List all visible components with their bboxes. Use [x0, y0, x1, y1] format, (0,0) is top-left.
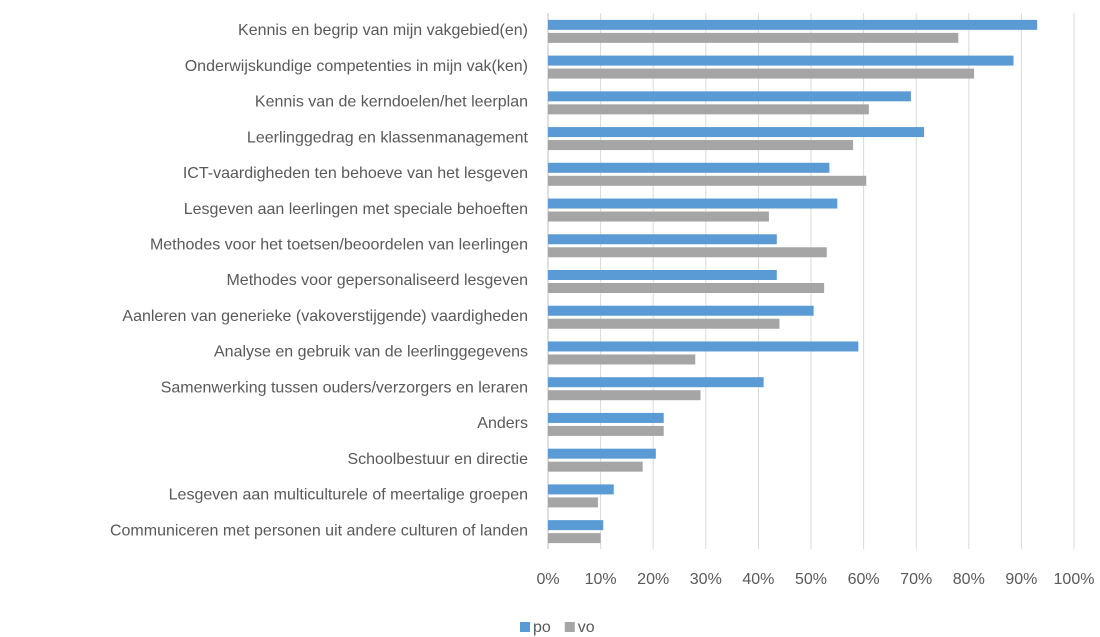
bar — [548, 533, 601, 544]
legend-swatch — [564, 622, 575, 632]
x-tick-label: 70% — [900, 571, 932, 588]
x-tick-label: 20% — [637, 571, 669, 588]
x-tick-label: 40% — [742, 571, 774, 588]
y-tick-label: Analyse en gebruik van de leerlinggegeve… — [214, 344, 528, 361]
bar — [548, 19, 1038, 30]
bar — [548, 341, 859, 352]
bar — [548, 162, 830, 173]
bar — [548, 354, 696, 365]
bar — [548, 390, 701, 401]
bar — [548, 140, 854, 151]
bar — [548, 283, 825, 293]
x-tick-label: 100% — [1054, 571, 1095, 588]
bar — [548, 198, 838, 209]
y-tick-label: Communiceren met personen uit andere cul… — [110, 522, 528, 539]
y-tick-label: Onderwijskundige competenties in mijn va… — [185, 58, 528, 75]
bar — [548, 175, 867, 186]
bar — [548, 497, 598, 508]
x-tick-label: 60% — [848, 571, 880, 588]
x-tick-label: 30% — [690, 571, 722, 588]
legend-swatch — [520, 622, 530, 632]
bar — [548, 247, 827, 258]
y-tick-label: Methodes voor gepersonaliseerd lesgeven — [226, 272, 528, 289]
bar — [548, 55, 1014, 66]
bar — [548, 234, 777, 245]
bar — [548, 270, 777, 280]
bar — [548, 305, 814, 316]
bar — [548, 127, 925, 138]
x-tick-label: 50% — [795, 571, 827, 588]
y-tick-label: Anders — [477, 415, 528, 432]
y-tick-label: ICT-vaardigheden ten behoeve van het les… — [183, 165, 528, 182]
bar — [548, 484, 614, 495]
bar — [548, 318, 780, 329]
x-tick-label: 90% — [1005, 571, 1037, 588]
bar — [548, 520, 604, 531]
bar — [548, 425, 664, 436]
y-tick-label: Schoolbestuur en directie — [347, 451, 528, 468]
y-tick-label: Methodes voor het toetsen/beoordelen van… — [150, 236, 528, 253]
bar — [548, 377, 764, 388]
y-tick-label: Kennis en begrip van mijn vakgebied(en) — [238, 22, 528, 39]
bar — [548, 104, 869, 115]
bar — [548, 68, 975, 79]
x-tick-label: 10% — [585, 571, 617, 588]
y-tick-label: Leerlinggedrag en klassenmanagement — [247, 129, 529, 146]
x-tick-label: 0% — [536, 571, 559, 588]
y-tick-label: Lesgeven aan multiculturele of meertalig… — [169, 487, 528, 504]
legend-label: po — [533, 619, 551, 636]
bar — [548, 91, 911, 102]
bar — [548, 448, 656, 459]
y-tick-label: Samenwerking tussen ouders/verzorgers en… — [161, 379, 528, 396]
y-tick-label: Lesgeven aan leerlingen met speciale beh… — [184, 201, 528, 218]
bar — [548, 461, 643, 472]
bar — [548, 32, 959, 43]
bar — [548, 412, 664, 423]
bar — [548, 211, 769, 222]
y-tick-label: Kennis van de kerndoelen/het leerplan — [255, 94, 528, 111]
legend-label: vo — [578, 619, 595, 636]
x-tick-label: 80% — [953, 571, 985, 588]
y-tick-label: Aanleren van generieke (vakoverstijgende… — [122, 308, 528, 325]
